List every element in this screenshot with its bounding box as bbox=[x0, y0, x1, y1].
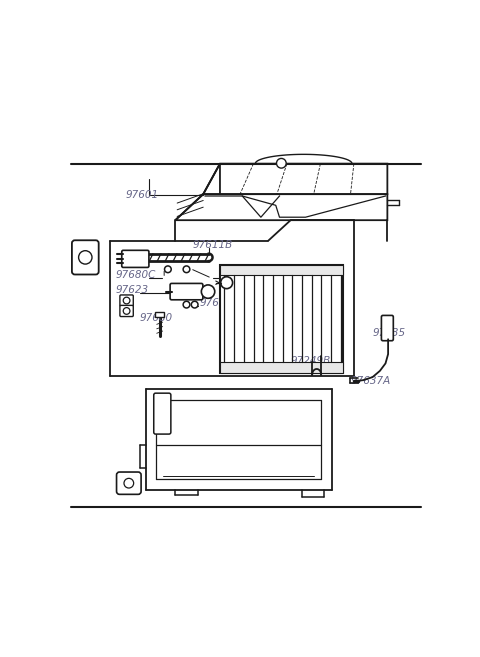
FancyBboxPatch shape bbox=[117, 472, 141, 494]
Circle shape bbox=[192, 302, 198, 308]
Text: 97249B: 97249B bbox=[290, 356, 331, 366]
FancyBboxPatch shape bbox=[122, 250, 149, 267]
Bar bbox=[220, 265, 343, 275]
Text: 97637A: 97637A bbox=[350, 376, 390, 386]
Text: 97611B: 97611B bbox=[192, 240, 232, 250]
FancyBboxPatch shape bbox=[382, 315, 393, 341]
FancyBboxPatch shape bbox=[120, 295, 133, 306]
Text: 97680: 97680 bbox=[140, 313, 173, 323]
Text: 97680C: 97680C bbox=[115, 270, 156, 281]
Bar bbox=[220, 362, 343, 373]
Bar bbox=[155, 311, 164, 317]
FancyBboxPatch shape bbox=[154, 393, 171, 434]
Circle shape bbox=[123, 307, 130, 314]
Circle shape bbox=[79, 251, 92, 264]
Text: 97635: 97635 bbox=[372, 327, 406, 338]
Circle shape bbox=[221, 277, 233, 288]
Circle shape bbox=[183, 302, 190, 308]
FancyBboxPatch shape bbox=[120, 306, 133, 317]
Text: 97678: 97678 bbox=[226, 270, 259, 281]
Text: 97623: 97623 bbox=[115, 285, 148, 295]
Bar bbox=[220, 265, 343, 373]
Circle shape bbox=[165, 266, 171, 273]
Circle shape bbox=[276, 158, 286, 168]
Circle shape bbox=[183, 266, 190, 273]
Text: 97680: 97680 bbox=[200, 298, 233, 307]
Circle shape bbox=[123, 297, 130, 304]
FancyBboxPatch shape bbox=[72, 240, 99, 275]
Circle shape bbox=[202, 285, 215, 298]
Text: 97601: 97601 bbox=[125, 190, 158, 200]
Circle shape bbox=[124, 478, 133, 488]
FancyBboxPatch shape bbox=[170, 283, 203, 300]
